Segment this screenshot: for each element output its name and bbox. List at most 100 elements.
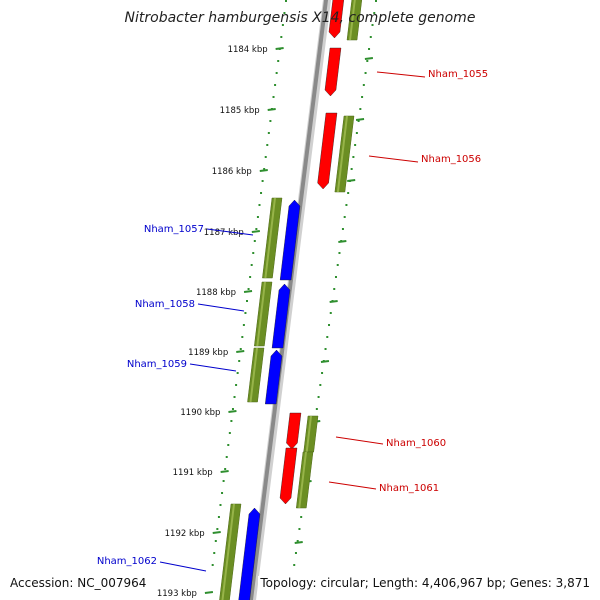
track-dot: [294, 552, 297, 554]
gene-label-nham-1060[interactable]: Nham_1060: [386, 438, 446, 449]
gene-arrow-reverse[interactable]: [328, 0, 345, 39]
cds-bar-highlight: [264, 198, 276, 278]
track-dot: [317, 396, 320, 398]
track-dot: [249, 276, 252, 278]
track-dot: [336, 264, 339, 266]
gene-arrow-forward[interactable]: [265, 349, 283, 405]
track-dot: [250, 264, 253, 266]
gene-label-leader: [376, 71, 426, 78]
tick-mark-left: [259, 169, 268, 172]
map-title: Nitrobacter hamburgensis X14, complete g…: [124, 10, 476, 26]
tick-mark-left: [243, 290, 253, 293]
track-dot: [281, 24, 284, 26]
track-dot: [333, 288, 336, 290]
track-dot: [256, 216, 259, 218]
cds-bar-highlight: [249, 348, 258, 402]
track-dot: [321, 372, 324, 374]
track-dot: [230, 420, 233, 422]
tick-label: 1192 kbp: [165, 529, 205, 539]
tick-label: 1184 kbp: [228, 45, 268, 55]
gene-label-nham-1056[interactable]: Nham_1056: [421, 154, 481, 165]
track-dot: [347, 192, 350, 194]
track-dot: [329, 312, 332, 314]
gene-arrow-reverse[interactable]: [286, 412, 302, 450]
gene-label-nham-1058[interactable]: Nham_1058: [135, 299, 195, 310]
gene-label-leader: [368, 155, 419, 163]
tick-label: 1187 kbp: [204, 228, 244, 238]
track-dot: [368, 48, 371, 50]
track-dot: [241, 336, 244, 338]
track-dot: [352, 156, 355, 158]
track-dot: [338, 252, 341, 254]
tick-mark-left: [220, 470, 229, 473]
track-dot: [355, 132, 358, 134]
track-dot: [235, 384, 238, 386]
track-dot: [369, 36, 372, 38]
gene-arrow-reverse[interactable]: [317, 112, 338, 190]
gene-arrow-forward[interactable]: [238, 507, 261, 600]
track-dot: [224, 468, 227, 470]
track-dot: [236, 372, 239, 374]
gene-label-leader: [159, 561, 207, 572]
tick-label: 1190 kbp: [180, 408, 220, 418]
cds-bar-highlight: [305, 416, 312, 452]
track-dot: [315, 408, 318, 410]
gene-label-leader: [206, 228, 254, 236]
cds-bar-highlight: [349, 0, 356, 40]
gene-label-nham-1055[interactable]: Nham_1055: [428, 69, 488, 80]
track-dot: [269, 120, 272, 122]
gene-arrow-reverse[interactable]: [279, 447, 298, 505]
track-dot: [247, 288, 250, 290]
track-dot: [211, 564, 214, 566]
track-dot: [274, 84, 277, 86]
gene-label-nham-1059[interactable]: Nham_1059: [127, 359, 187, 370]
track-dot: [266, 144, 269, 146]
cds-bar-highlight: [256, 282, 266, 346]
track-dot: [217, 516, 220, 518]
track-dot: [242, 324, 245, 326]
gene-label-nham-1062[interactable]: Nham_1062: [97, 556, 157, 567]
track-dot: [371, 24, 374, 26]
cds-bar-highlight: [221, 504, 235, 600]
gene-label-leader: [328, 481, 377, 490]
track-dot: [267, 132, 270, 134]
track-dot: [296, 540, 299, 542]
gene-arrow-forward[interactable]: [271, 283, 291, 349]
track-dot: [341, 228, 344, 230]
gene-arrow-reverse[interactable]: [324, 47, 342, 97]
gene-label-leader: [189, 363, 237, 372]
track-dot: [221, 492, 224, 494]
gene-arrow-forward[interactable]: [279, 199, 301, 281]
track-dot: [283, 12, 286, 14]
track-dot: [255, 228, 258, 230]
gene-label-nham-1057[interactable]: Nham_1057: [144, 224, 204, 235]
track-dot: [227, 444, 230, 446]
cds-bar: [219, 503, 242, 600]
track-dot: [261, 180, 264, 182]
track-dot: [231, 408, 234, 410]
accession-label: Accession: NC_007964: [8, 576, 149, 590]
track-dot: [319, 384, 322, 386]
track-dot: [324, 348, 327, 350]
track-dot: [260, 192, 263, 194]
tick-label: 1193 kbp: [157, 589, 197, 599]
track-dot: [328, 324, 331, 326]
tick-mark-left: [267, 108, 276, 111]
track-dot: [239, 348, 242, 350]
gene-label-nham-1061[interactable]: Nham_1061: [379, 483, 439, 494]
track-dot: [233, 396, 236, 398]
track-dot: [334, 276, 337, 278]
gene-label-leader: [335, 436, 384, 445]
tick-mark-right: [355, 118, 365, 121]
track-dot: [357, 120, 360, 122]
tick-mark-left: [212, 531, 221, 534]
track-dot: [277, 60, 280, 62]
track-dot: [285, 0, 287, 2]
track-dot: [246, 300, 248, 302]
track-dot: [244, 312, 247, 314]
track-dot: [364, 72, 367, 74]
tick-mark-left: [251, 230, 260, 233]
track-dot: [293, 564, 296, 566]
tick-mark-right: [338, 240, 347, 243]
